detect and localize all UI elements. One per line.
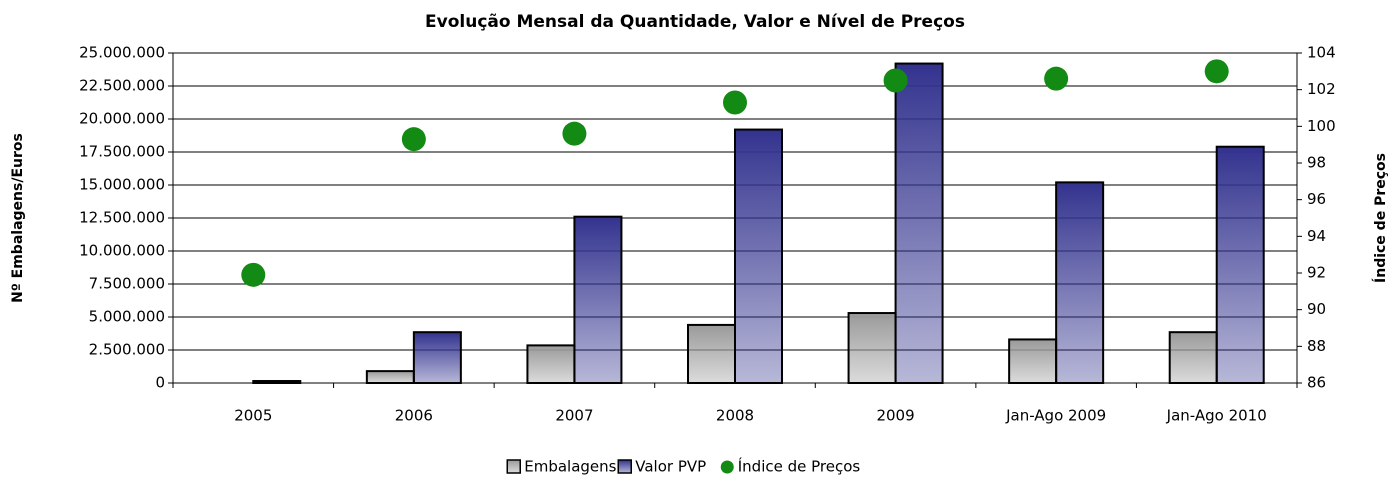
y2-tick-label: 94: [1307, 227, 1326, 245]
y-tick-label: 2.500.000: [89, 341, 165, 359]
legend-label: Índice de Preços: [738, 457, 861, 476]
x-tick-label: 2008: [716, 407, 754, 425]
point: [883, 68, 908, 93]
y-tick-label: 15.000.000: [79, 176, 165, 194]
y-tick-label: 20.000.000: [79, 110, 165, 128]
bar: [365, 370, 415, 384]
bar: [847, 312, 897, 385]
point: [401, 127, 426, 152]
legend-swatch: [720, 460, 734, 474]
legend-label: Valor PVP: [635, 458, 706, 476]
y2-tick-label: 86: [1307, 374, 1326, 392]
legend-swatch: [617, 459, 632, 474]
y-tick-label: 0: [155, 374, 165, 392]
y2-tick-label: 96: [1307, 190, 1326, 208]
y-tick-label: 7.500.000: [89, 275, 165, 293]
legend-label: Embalagens: [524, 458, 616, 476]
bar: [687, 323, 736, 385]
bar: [1055, 181, 1105, 384]
y2-tick-label: 102: [1307, 80, 1336, 98]
y2-tick-label: 92: [1307, 264, 1326, 282]
y-tick-label: 12.500.000: [79, 209, 165, 227]
bar: [412, 331, 462, 384]
x-tick-label: Jan-Ago 2009: [1005, 407, 1106, 425]
y-tick-label: 17.500.000: [79, 143, 165, 161]
legend-swatch: [506, 459, 521, 474]
y2-tick-label: 98: [1307, 154, 1326, 172]
point: [1044, 66, 1069, 91]
bar: [252, 380, 302, 384]
y2-axis-title: Índice de Preços: [1372, 153, 1389, 283]
point: [1204, 59, 1229, 84]
y2-tick-label: 88: [1307, 337, 1326, 355]
bar: [1215, 145, 1265, 384]
y-tick-label: 25.000.000: [79, 44, 165, 62]
bar: [734, 128, 783, 384]
y-tick-label: 5.000.000: [89, 308, 165, 326]
y2-tick-label: 104: [1307, 44, 1336, 62]
point: [723, 90, 747, 115]
x-tick-label: 2005: [234, 407, 272, 425]
chart-title: Evolução Mensal da Quantidade, Valor e N…: [425, 12, 965, 32]
y2-tick-label: 100: [1307, 117, 1336, 135]
point: [562, 121, 587, 146]
bar: [1008, 338, 1058, 385]
y-tick-label: 10.000.000: [79, 242, 165, 260]
x-tick-label: 2006: [395, 407, 433, 425]
x-tick-label: 2009: [876, 407, 914, 425]
point: [241, 262, 266, 287]
x-tick-label: Jan-Ago 2010: [1166, 407, 1267, 425]
y2-tick-label: 90: [1307, 300, 1326, 318]
y-axis-title: Nº Embalagens/Euros: [10, 133, 26, 303]
bar: [894, 62, 944, 385]
bar: [526, 344, 576, 385]
bar: [573, 215, 623, 384]
x-tick-label: 2007: [555, 407, 593, 425]
y-tick-label: 22.500.000: [79, 77, 165, 95]
bar: [1168, 331, 1218, 384]
